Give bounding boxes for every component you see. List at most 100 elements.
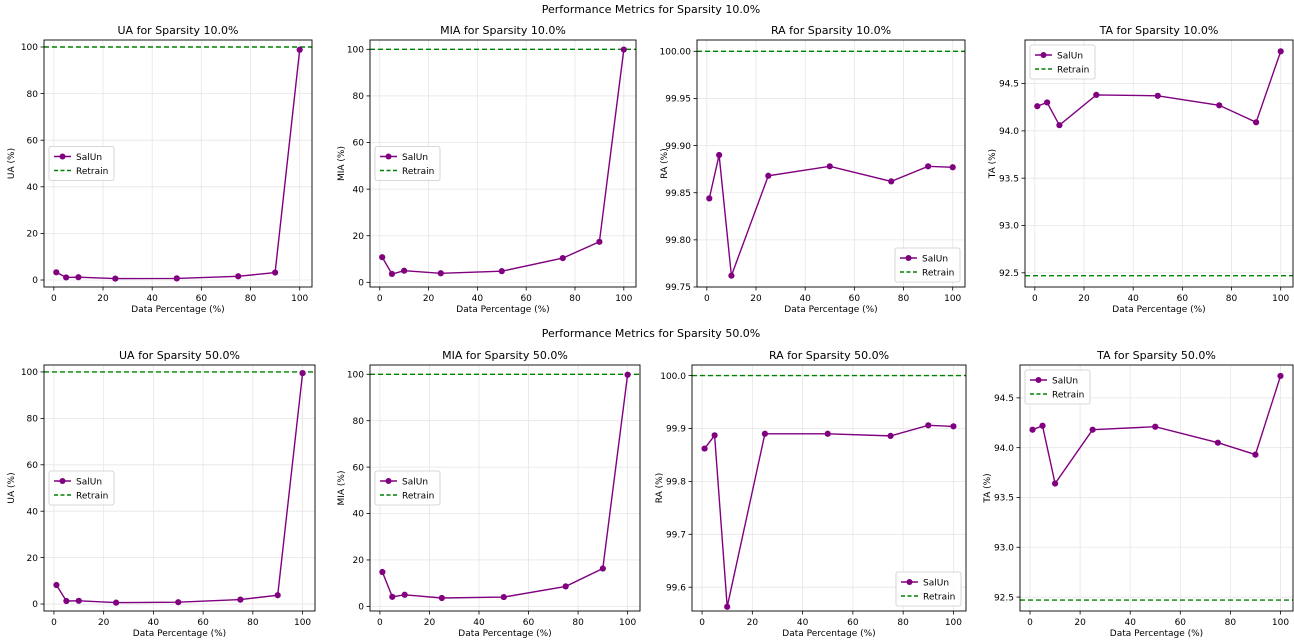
y-tick-label: 60	[27, 461, 39, 471]
y-axis-label: UA (%)	[7, 472, 17, 503]
subplot-6: 0 20 40 60 80 100 99.6 99.7 99.8 99.9 100.0 RA for …	[655, 349, 967, 639]
x-tick-label: 40	[797, 618, 809, 628]
x-tick-label: 80	[898, 294, 910, 304]
x-tick-label: 60	[197, 618, 209, 628]
legend-box	[894, 247, 961, 283]
x-tick-label: 100	[291, 294, 308, 304]
y-tick-label: 20	[353, 232, 365, 242]
legend-salun-label: SalUn	[76, 477, 102, 487]
salun-point	[388, 270, 396, 278]
y-tick-label: 60	[353, 139, 365, 149]
legend-salun-label: SalUn	[1052, 376, 1078, 386]
salun-point	[949, 164, 956, 171]
x-tick-label: 0	[377, 294, 383, 304]
y-tick-label: 0	[358, 603, 364, 613]
salun-point	[237, 596, 244, 603]
axes-frame	[1024, 39, 1294, 288]
salun-point	[624, 371, 631, 378]
x-tick-label: 0	[704, 294, 710, 304]
salun-point	[63, 597, 70, 605]
y-axis-label: RA (%)	[655, 473, 665, 503]
axes-frame	[369, 364, 641, 612]
subplot-4: 0 20 40 60 80 100 0 20 40 60 80 100 UA for Sparsity …	[7, 349, 316, 639]
x-tick-label: 80	[1225, 618, 1237, 628]
y-tick-label: 80	[27, 415, 39, 425]
legend-retrain-label: Retrain	[402, 167, 434, 177]
axes-frame	[691, 364, 967, 612]
legend-salun-label: SalUn	[1057, 51, 1083, 61]
salun-point	[1093, 91, 1100, 98]
y-tick-label: 0	[358, 279, 364, 289]
x-tick-label: 40	[146, 294, 158, 304]
x-tick-label: 80	[247, 618, 259, 628]
subplot-0: 0 20 40 60 80 100 0 20 40 60 80 100 UA for Sparsity …	[7, 24, 313, 315]
x-tick-label: 60	[849, 294, 861, 304]
legend-salun-marker	[1035, 377, 1042, 383]
salun-point	[950, 423, 957, 430]
legend-salun-label: SalUn	[402, 153, 428, 163]
salun-point	[1252, 451, 1259, 458]
legend-salun-label: SalUn	[402, 477, 428, 487]
y-tick-label: 99.75	[665, 283, 691, 293]
y-tick-label: 92.5	[994, 593, 1014, 603]
x-tick-label: 40	[473, 618, 485, 628]
axes-frame	[1019, 364, 1294, 612]
salun-point	[274, 592, 281, 599]
legend-retrain-label: Retrain	[923, 592, 955, 602]
legend-retrain-label: Retrain	[922, 268, 954, 278]
salun-point	[438, 594, 445, 602]
y-tick-label: 94.5	[994, 394, 1014, 404]
x-tick-label: 20	[1078, 294, 1090, 304]
salun-point	[1152, 423, 1159, 430]
legend-salun-label: SalUn	[922, 254, 948, 264]
legend-salun-marker	[1040, 52, 1047, 58]
y-tick-label: 20	[353, 556, 365, 566]
x-tick-label: 20	[1074, 618, 1086, 628]
salun-point	[728, 272, 735, 279]
x-tick-label: 20	[750, 294, 762, 304]
salun-point	[389, 593, 396, 600]
salun-point	[500, 593, 507, 601]
salun-point	[620, 46, 627, 53]
x-axis-label: Data Percentage (%)	[131, 305, 224, 315]
y-tick-label: 40	[27, 507, 39, 517]
x-tick-label: 0	[699, 618, 705, 628]
salun-point	[437, 270, 444, 277]
salun-point	[1044, 99, 1051, 106]
legend-box	[48, 146, 115, 181]
x-tick-label: 100	[619, 618, 636, 628]
subplot-5: 0 20 40 60 80 100 0 20 40 60 80 100 MIA for Sparsity…	[337, 349, 641, 639]
y-tick-label: 99.7	[666, 530, 686, 540]
legend-box	[1024, 369, 1091, 405]
y-tick-label: 94.0	[999, 127, 1019, 137]
x-tick-label: 60	[196, 294, 208, 304]
x-tick-label: 20	[98, 618, 110, 628]
salun-point	[562, 583, 569, 590]
x-axis-label: Data Percentage (%)	[782, 629, 875, 639]
y-tick-label: 0	[32, 600, 38, 610]
y-tick-label: 100	[21, 43, 38, 53]
y-tick-label: 80	[27, 90, 39, 100]
y-tick-label: 99.80	[665, 236, 691, 246]
x-tick-label: 100	[1272, 294, 1289, 304]
x-tick-label: 60	[847, 618, 859, 628]
legend: SalUn Retrain	[374, 470, 441, 506]
legend-retrain-label: Retrain	[1057, 65, 1089, 75]
y-tick-label: 99.95	[665, 95, 691, 105]
salun-point	[401, 591, 408, 598]
legend-retrain-label: Retrain	[76, 167, 108, 177]
legend-retrain-label: Retrain	[76, 491, 108, 501]
legend: SalUn Retrain	[1024, 369, 1091, 405]
subplot-title: RA for Sparsity 50.0%	[769, 349, 889, 362]
y-tick-label: 20	[27, 230, 39, 240]
y-tick-label: 20	[27, 554, 39, 564]
y-axis-label: MIA (%)	[337, 470, 347, 505]
legend-box	[374, 470, 441, 506]
salun-point	[299, 370, 306, 377]
y-axis-label: UA (%)	[7, 148, 17, 179]
salun-point	[826, 163, 833, 170]
y-tick-label: 100.00	[660, 48, 692, 58]
subplot-title: UA for Sparsity 10.0%	[118, 24, 239, 37]
x-tick-label: 80	[569, 294, 581, 304]
